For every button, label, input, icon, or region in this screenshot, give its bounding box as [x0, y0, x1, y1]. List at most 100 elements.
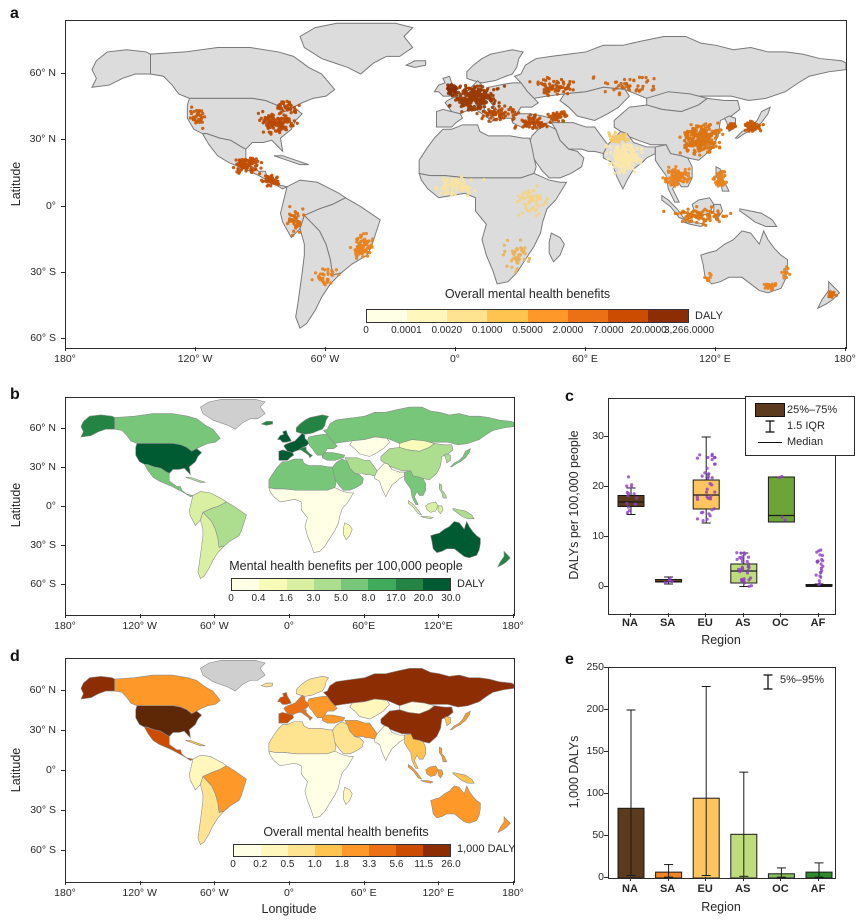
x-tick-mark — [513, 614, 514, 618]
map-region-java — [420, 780, 434, 784]
colorbar-tick-label: 0.0020 — [431, 325, 463, 336]
colorbar-segment — [447, 310, 488, 322]
panel-e-label: e — [565, 651, 574, 668]
scatter-points-EU — [695, 452, 717, 523]
map-region-philippines — [439, 746, 448, 763]
map-region-canada — [114, 413, 221, 452]
y-tick-label: 60° N — [29, 67, 56, 79]
colorbar-segment — [567, 310, 608, 322]
colorbar-tick-label: 3.0 — [306, 593, 321, 604]
x-tick-label: 120°E — [423, 620, 453, 632]
colorbar-tick-label: 20.0000 — [630, 325, 667, 336]
x-tick-mark — [363, 881, 365, 885]
x-category-label: OC — [772, 883, 789, 895]
world-map-benefit-per-capita — [80, 399, 514, 580]
x-tick-label: 60° W — [199, 887, 229, 899]
colorbar-tick-label: 7.0000 — [592, 325, 624, 336]
map-region-alaska — [80, 414, 115, 438]
x-tick-label: 120° E — [422, 887, 455, 899]
x-category-label: SA — [659, 617, 676, 629]
colorbar-segment — [341, 579, 369, 590]
colorbar-segment — [407, 310, 448, 322]
colorbar-tick-label: 20.0 — [413, 593, 434, 604]
colorbar-a-title: Overall mental health benefits — [444, 287, 611, 301]
y-tick-mark — [61, 206, 65, 207]
y-tick-mark — [61, 770, 65, 771]
y-tick-label: 30° S — [30, 539, 56, 551]
y-tick-label: 0 — [598, 580, 604, 592]
map-region-nz — [497, 815, 511, 834]
map-region-seasia — [404, 733, 426, 769]
y-tick-label: 0° — [45, 500, 56, 512]
map-region-cuba — [185, 476, 206, 483]
x-tick-mark — [780, 613, 782, 617]
map-region-madagascar — [548, 232, 565, 263]
colorbar-a-unit: DALY — [695, 310, 723, 322]
map-region-italy — [297, 447, 313, 459]
x-category-label: NA — [622, 617, 638, 629]
y-tick-mark — [61, 810, 65, 811]
panel-c-x-axis-title: Region — [701, 633, 741, 647]
map-region-iceland — [260, 682, 273, 688]
colorbar-tick-label: 5.6 — [389, 859, 404, 870]
map-region-scandinavia — [295, 676, 330, 697]
box-swatch-icon — [753, 403, 787, 417]
x-tick-mark — [705, 877, 707, 881]
world-map-overall-benefit — [80, 660, 514, 846]
x-tick-mark — [780, 877, 782, 881]
x-tick-mark — [289, 881, 290, 885]
bar-AF — [805, 862, 833, 878]
y-tick-label: 150 — [586, 745, 604, 757]
map-region-philippines — [439, 483, 448, 499]
median-line-icon — [753, 441, 787, 443]
map-region-scandinavia — [295, 414, 330, 435]
colorbar-tick-label: 8.0 — [361, 593, 376, 604]
y-tick-mark — [61, 467, 65, 468]
x-tick-mark — [289, 614, 290, 618]
map-region-sa_south — [197, 775, 225, 846]
x-tick-mark — [438, 614, 440, 618]
colorbar-tick-label: 5.0 — [334, 593, 348, 604]
panel-b-map-frame: Mental health benefits per 100,000 peopl… — [65, 397, 515, 616]
map-region-java — [420, 515, 434, 520]
y-tick-label: 50 — [592, 829, 604, 841]
map-region-india — [374, 462, 405, 498]
colorbar-tick-label: 0.5 — [280, 859, 295, 870]
colorbar-segment — [313, 579, 341, 590]
x-tick-mark — [65, 614, 66, 618]
panel-b-label: b — [10, 386, 20, 403]
colorbar-tick-label: 1.6 — [279, 593, 293, 604]
x-tick-mark — [742, 613, 744, 617]
colorbar-segment — [315, 845, 342, 856]
bar-SA — [655, 864, 683, 878]
y-tick-mark — [61, 338, 65, 339]
panel-a-map-frame: Overall mental health benefits DALY 0 0.0… — [65, 20, 847, 349]
map-region-africa_sub — [268, 750, 354, 819]
map-region-uk — [277, 430, 292, 443]
x-tick-mark — [214, 881, 216, 885]
map-region-kazakh — [349, 698, 390, 720]
x-tick-mark — [667, 877, 669, 881]
scatter-points-OC — [777, 474, 787, 522]
y-tick-mark — [61, 139, 65, 140]
y-tick-label: 60° N — [29, 684, 56, 696]
colorbar-segment — [422, 579, 450, 590]
x-category-label: NA — [622, 883, 638, 895]
map-region-mexico — [143, 463, 194, 498]
x-tick-label: 120° E — [699, 353, 731, 365]
legend-item-iqr-box: 25%–75% — [753, 402, 847, 418]
y-tick-mark — [604, 877, 608, 878]
map-region-borneo — [425, 765, 439, 777]
panel-e-barchart-frame — [608, 667, 836, 879]
x-tick-label: 0° — [283, 887, 295, 899]
x-tick-label: 0° — [283, 620, 295, 632]
whisker-swatch-icon — [753, 419, 787, 434]
x-tick-label: 180° — [502, 887, 524, 899]
x-tick-mark — [513, 881, 514, 885]
x-tick-label: 60° W — [199, 620, 229, 632]
scatter-points-AF — [814, 548, 825, 587]
legend-label: 25%–75% — [787, 404, 838, 416]
map-region-cuba — [185, 740, 206, 747]
legend-item-whisker: 1.5 IQR — [753, 418, 847, 434]
map-region-turkey — [322, 714, 346, 724]
